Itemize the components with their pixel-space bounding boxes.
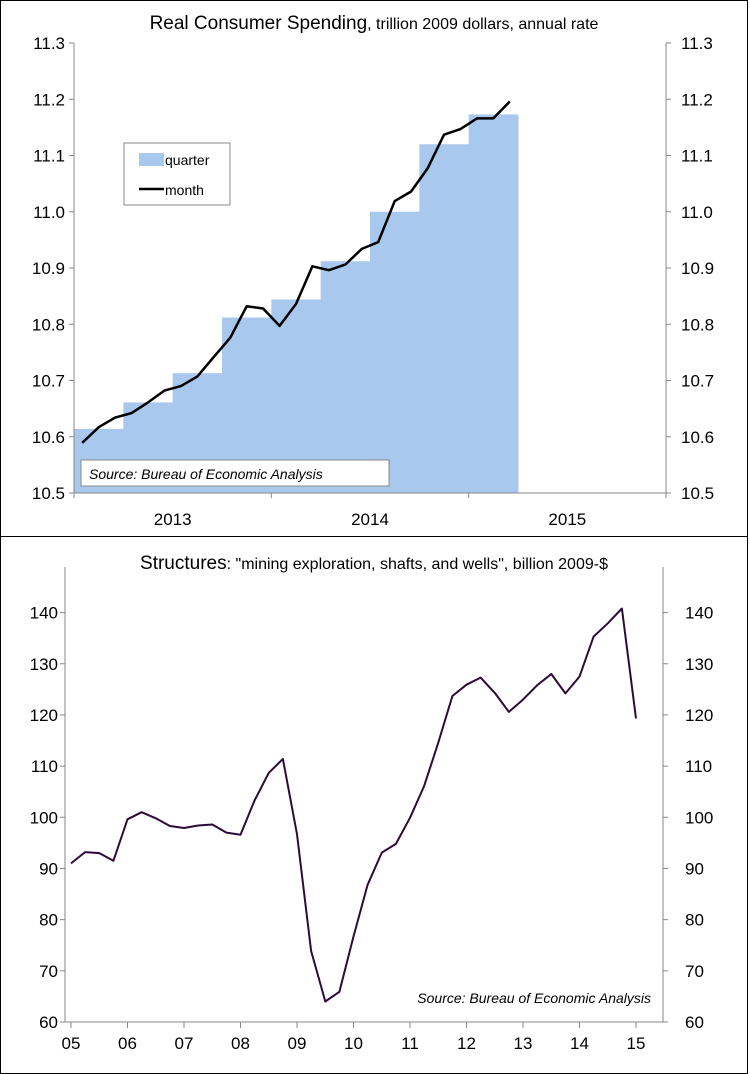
y-tick-label: 11.1 [33,147,65,166]
x-tick-label: 08 [231,1034,250,1053]
y-tick-label: 130 [30,655,58,674]
mining-structures-chart: Structures: "mining exploration, shafts,… [30,553,714,1053]
consumer-spending-panel: Real Consumer Spending, trillion 2009 do… [0,0,748,537]
legend-month-label: month [165,182,204,198]
y-tick-label-right: 80 [685,911,704,930]
chart-title: Real Consumer Spending, trillion 2009 do… [150,13,599,34]
source-box [80,459,390,487]
legend-quarter-label: quarter [165,152,210,168]
x-tick-label: 2015 [548,510,586,529]
y-tick-label-right: 10.9 [681,259,714,278]
x-tick-label: 05 [62,1034,81,1053]
quarter-bar [468,114,519,493]
x-tick-label: 13 [514,1034,533,1053]
x-tick-label: 2013 [154,510,192,529]
y-tick-label-right: 10.7 [681,372,714,391]
y-tick-label: 110 [31,757,58,776]
y-tick-label-right: 10.8 [681,315,714,334]
y-tick-label: 11.3 [33,34,65,53]
quarter-bar [370,211,420,493]
y-tick-label: 80 [39,911,58,930]
y-tick-label: 60 [39,1013,58,1032]
x-tick-label: 14 [570,1034,589,1053]
y-tick-label: 11.0 [33,203,65,222]
x-tick-label: 06 [118,1034,137,1053]
quarter-bar [419,144,470,493]
y-tick-label-right: 10.5 [681,484,714,503]
x-tick-label: 12 [457,1034,476,1053]
mining-structures-panel: Structures: "mining exploration, shafts,… [0,536,748,1074]
x-tick-label: 2014 [351,510,389,529]
y-tick-label-right: 11.2 [681,90,713,109]
quarter-bar [320,261,371,493]
mining-line [70,607,637,1003]
x-tick-label: 11 [401,1034,419,1053]
y-tick-label-right: 11.3 [681,34,713,53]
y-tick-label: 11.2 [33,90,65,109]
y-tick-label: 90 [39,859,58,878]
y-tick-label-right: 11.0 [681,203,713,222]
y-tick-label: 10.9 [32,259,65,278]
y-tick-label-right: 120 [685,706,713,725]
x-tick-label: 09 [288,1034,307,1053]
y-tick-label-right: 100 [685,808,713,827]
y-tick-label: 10.6 [32,428,65,447]
y-tick-label: 10.5 [32,484,65,503]
y-tick-label: 70 [39,962,58,981]
y-tick-label: 10.8 [32,315,65,334]
x-tick-label: 15 [627,1034,646,1053]
y-tick-label: 10.7 [32,372,65,391]
y-tick-label-right: 11.1 [681,147,713,166]
y-tick-label-right: 60 [685,1013,704,1032]
source-note: Source: Bureau of Economic Analysis [89,466,323,482]
chart-title: Structures: "mining exploration, shafts,… [140,553,608,574]
y-tick-label-right: 70 [685,962,704,981]
month-line [81,100,511,444]
y-tick-label-right: 130 [685,655,713,674]
y-tick-label-right: 10.6 [681,428,714,447]
legend-quarter-swatch [139,153,164,166]
y-tick-label: 120 [30,706,58,725]
x-tick-label: 07 [175,1034,194,1053]
consumer-spending-chart: Real Consumer Spending, trillion 2009 do… [32,13,714,529]
source-note: Source: Bureau of Economic Analysis [417,990,651,1006]
y-tick-label: 100 [30,808,58,827]
y-tick-label-right: 140 [685,604,713,623]
y-tick-label-right: 90 [685,859,704,878]
y-tick-label: 140 [30,604,58,623]
y-tick-label-right: 110 [685,757,712,776]
x-tick-label: 10 [344,1034,363,1053]
